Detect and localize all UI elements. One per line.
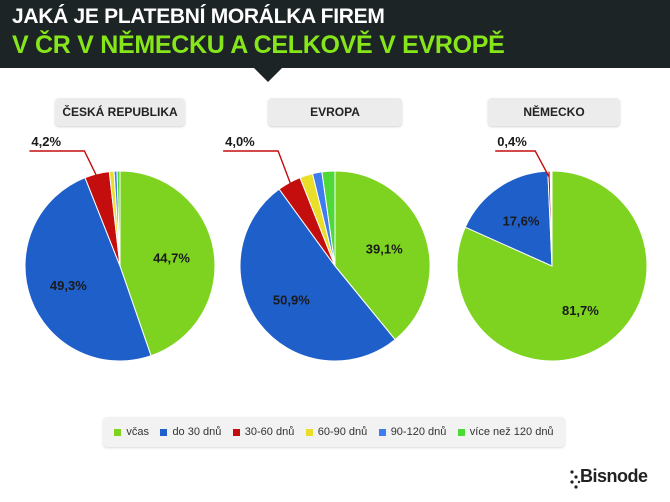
legend-swatch xyxy=(378,428,386,436)
data-label: 4,0% xyxy=(225,134,255,149)
legend-swatch xyxy=(160,428,168,436)
data-label: 50,9% xyxy=(273,293,310,308)
logo-dots-icon xyxy=(570,470,581,489)
header-notch xyxy=(254,68,282,82)
legend-item: 60-90 dnů xyxy=(305,426,368,438)
data-label: 39,1% xyxy=(366,241,403,256)
pie-slice xyxy=(456,170,648,362)
logo-text: Bisnode xyxy=(580,466,648,486)
data-label: 81,7% xyxy=(562,303,599,318)
callout-line xyxy=(29,150,100,180)
legend-label: 60-90 dnů xyxy=(317,426,368,438)
pie-charts: 44,7% 49,3% 4,2% 39,1% 50,9% 4,0% 81,7% 17,6% 0,… xyxy=(24,134,648,362)
panel-label-germany: NĚMECKO xyxy=(488,98,620,126)
title-line-2: V ČR V NĚMECKU A CELKOVĚ V EVROPĚ xyxy=(12,31,505,59)
pie-slice xyxy=(464,170,553,267)
data-label: 4,2% xyxy=(31,134,61,149)
data-label: 17,6% xyxy=(503,213,540,228)
callout-line xyxy=(223,150,293,189)
pie-slice xyxy=(119,170,216,357)
pie-slice xyxy=(24,177,152,362)
callout-line xyxy=(495,150,550,178)
legend-item: 90-120 dnů xyxy=(378,426,447,438)
bisnode-logo: Bisnode xyxy=(568,462,660,494)
legend: včas do 30 dnů 30-60 dnů 60-90 dnů 90-120 dn… xyxy=(103,417,565,447)
legend-swatch xyxy=(457,428,465,436)
legend-label: 30-60 dnů xyxy=(244,426,295,438)
legend-item: více než 120 dnů xyxy=(457,426,554,438)
data-label: 0,4% xyxy=(497,134,527,149)
legend-label: do 30 dnů xyxy=(172,426,222,438)
pie-slice xyxy=(321,170,336,267)
data-label: 49,3% xyxy=(50,278,87,293)
legend-swatch xyxy=(114,428,122,436)
header-banner: JAKÁ JE PLATEBNÍ MORÁLKA FIREM V ČR V NĚ… xyxy=(0,0,670,68)
legend-label: včas xyxy=(126,426,150,438)
legend-item: do 30 dnů xyxy=(160,426,221,438)
legend-swatch xyxy=(305,428,313,436)
pie-slice xyxy=(334,170,431,341)
pie-slice xyxy=(550,170,553,267)
pie-slice xyxy=(239,188,396,362)
panel-label-czech: ČESKÁ REPUBLIKA xyxy=(55,98,185,126)
panel-label-europe: EVROPA xyxy=(268,98,402,126)
data-label: 44,7% xyxy=(153,250,190,265)
legend-label: 90-120 dnů xyxy=(390,426,447,438)
legend-item: včas xyxy=(114,426,149,438)
legend-swatch xyxy=(232,428,240,436)
title-line-1: JAKÁ JE PLATEBNÍ MORÁLKA FIREM xyxy=(12,5,385,28)
legend-item: 30-60 dnů xyxy=(232,426,295,438)
legend-label: více než 120 dnů xyxy=(469,426,554,438)
pie-slice xyxy=(116,170,121,267)
